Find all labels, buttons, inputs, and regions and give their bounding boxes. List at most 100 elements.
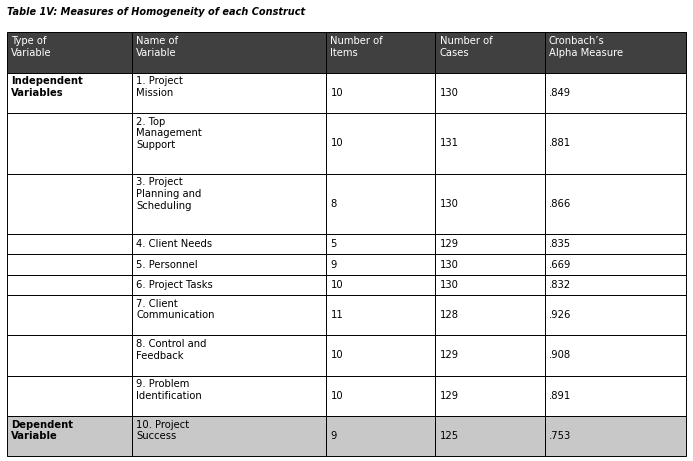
Bar: [7, 174, 132, 234]
Bar: [435, 73, 545, 113]
Bar: [326, 234, 435, 254]
Bar: [7, 32, 132, 73]
Bar: [435, 335, 545, 376]
Text: 10: 10: [331, 280, 343, 290]
Text: 2. Top
Management
Support: 2. Top Management Support: [137, 117, 202, 150]
Bar: [435, 376, 545, 416]
Text: .926: .926: [549, 310, 571, 320]
Bar: [435, 275, 545, 295]
Text: 130: 130: [439, 260, 459, 270]
Text: 10: 10: [331, 88, 343, 98]
Text: 11: 11: [331, 310, 343, 320]
Text: Number of
Items: Number of Items: [331, 36, 383, 58]
Text: 8: 8: [331, 199, 337, 209]
Bar: [132, 234, 326, 254]
Bar: [545, 234, 686, 254]
Text: .891: .891: [549, 391, 571, 401]
Bar: [7, 73, 132, 113]
Bar: [435, 254, 545, 275]
Text: 10: 10: [331, 350, 343, 361]
Bar: [545, 376, 686, 416]
Text: .832: .832: [549, 280, 571, 290]
Text: 129: 129: [439, 391, 459, 401]
Bar: [132, 275, 326, 295]
Bar: [326, 73, 435, 113]
Text: Number of
Cases: Number of Cases: [439, 36, 492, 58]
Bar: [7, 416, 132, 456]
Text: 130: 130: [439, 88, 459, 98]
Text: 9: 9: [331, 431, 337, 441]
Bar: [132, 73, 326, 113]
Bar: [132, 376, 326, 416]
Text: Independent
Variables: Independent Variables: [11, 77, 83, 98]
Bar: [326, 335, 435, 376]
Text: 125: 125: [439, 431, 459, 441]
Text: Dependent
Variable: Dependent Variable: [11, 420, 73, 441]
Text: 131: 131: [439, 138, 459, 148]
Text: Type of
Variable: Type of Variable: [11, 36, 52, 58]
Text: 6. Project Tasks: 6. Project Tasks: [137, 280, 213, 290]
Bar: [435, 113, 545, 174]
Bar: [132, 254, 326, 275]
Bar: [326, 32, 435, 73]
Text: .753: .753: [549, 431, 571, 441]
Bar: [132, 113, 326, 174]
Bar: [132, 32, 326, 73]
Text: 129: 129: [439, 239, 459, 249]
Text: .908: .908: [549, 350, 571, 361]
Text: 9. Problem
Identification: 9. Problem Identification: [137, 379, 202, 401]
Text: .866: .866: [549, 199, 571, 209]
Bar: [7, 275, 132, 295]
Text: 130: 130: [439, 199, 459, 209]
Text: .669: .669: [549, 260, 571, 270]
Bar: [545, 174, 686, 234]
Text: .835: .835: [549, 239, 571, 249]
Bar: [326, 416, 435, 456]
Text: Cronbach’s
Alpha Measure: Cronbach’s Alpha Measure: [549, 36, 623, 58]
Text: 7. Client
Communication: 7. Client Communication: [137, 299, 215, 320]
Bar: [132, 416, 326, 456]
Bar: [545, 416, 686, 456]
Bar: [545, 73, 686, 113]
Bar: [545, 295, 686, 335]
Bar: [435, 295, 545, 335]
Text: Table 1V: Measures of Homogeneity of each Construct: Table 1V: Measures of Homogeneity of eac…: [7, 7, 305, 17]
Bar: [326, 113, 435, 174]
Text: 9: 9: [331, 260, 337, 270]
Text: 128: 128: [439, 310, 459, 320]
Text: 3. Project
Planning and
Scheduling: 3. Project Planning and Scheduling: [137, 177, 202, 211]
Text: 5. Personnel: 5. Personnel: [137, 260, 198, 270]
Text: 10. Project
Success: 10. Project Success: [137, 420, 189, 441]
Bar: [7, 234, 132, 254]
Bar: [132, 295, 326, 335]
Bar: [7, 295, 132, 335]
Bar: [435, 416, 545, 456]
Bar: [545, 254, 686, 275]
Bar: [545, 335, 686, 376]
Text: 129: 129: [439, 350, 459, 361]
Bar: [545, 113, 686, 174]
Bar: [326, 254, 435, 275]
Bar: [132, 174, 326, 234]
Bar: [326, 295, 435, 335]
Bar: [326, 174, 435, 234]
Bar: [7, 376, 132, 416]
Bar: [545, 275, 686, 295]
Bar: [545, 32, 686, 73]
Text: 1. Project
Mission: 1. Project Mission: [137, 77, 183, 98]
Text: .881: .881: [549, 138, 571, 148]
Text: 10: 10: [331, 138, 343, 148]
Bar: [326, 275, 435, 295]
Bar: [132, 335, 326, 376]
Bar: [7, 335, 132, 376]
Text: .849: .849: [549, 88, 571, 98]
Text: 10: 10: [331, 391, 343, 401]
Text: 4. Client Needs: 4. Client Needs: [137, 239, 213, 249]
Bar: [7, 254, 132, 275]
Bar: [326, 376, 435, 416]
Text: 5: 5: [331, 239, 337, 249]
Bar: [435, 32, 545, 73]
Text: Name of
Variable: Name of Variable: [137, 36, 179, 58]
Bar: [435, 174, 545, 234]
Text: 130: 130: [439, 280, 459, 290]
